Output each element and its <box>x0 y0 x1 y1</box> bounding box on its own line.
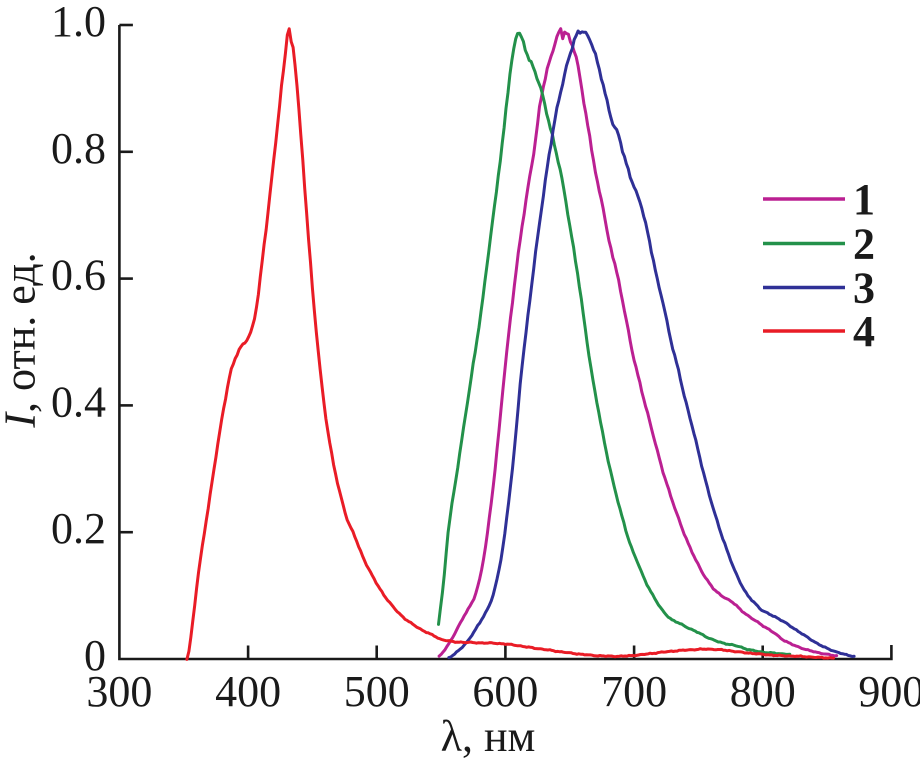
svg-text:700: 700 <box>601 667 667 716</box>
svg-text:500: 500 <box>344 667 410 716</box>
svg-text:300: 300 <box>86 667 152 716</box>
svg-text:I, отн. ед.: I, отн. ед. <box>0 252 45 428</box>
svg-text:900: 900 <box>858 667 920 716</box>
svg-text:λ, нм: λ, нм <box>441 712 536 761</box>
svg-text:2: 2 <box>853 220 875 269</box>
svg-text:0.2: 0.2 <box>51 504 106 553</box>
svg-text:3: 3 <box>853 264 875 313</box>
svg-text:400: 400 <box>215 667 281 716</box>
svg-text:4: 4 <box>853 307 875 356</box>
svg-text:600: 600 <box>472 667 538 716</box>
svg-text:0.8: 0.8 <box>51 124 106 173</box>
svg-text:0.4: 0.4 <box>51 377 106 426</box>
svg-text:1: 1 <box>853 175 875 224</box>
svg-text:800: 800 <box>730 667 796 716</box>
svg-text:1.0: 1.0 <box>51 0 106 46</box>
svg-text:0.6: 0.6 <box>51 251 106 300</box>
svg-text:0: 0 <box>84 631 106 680</box>
